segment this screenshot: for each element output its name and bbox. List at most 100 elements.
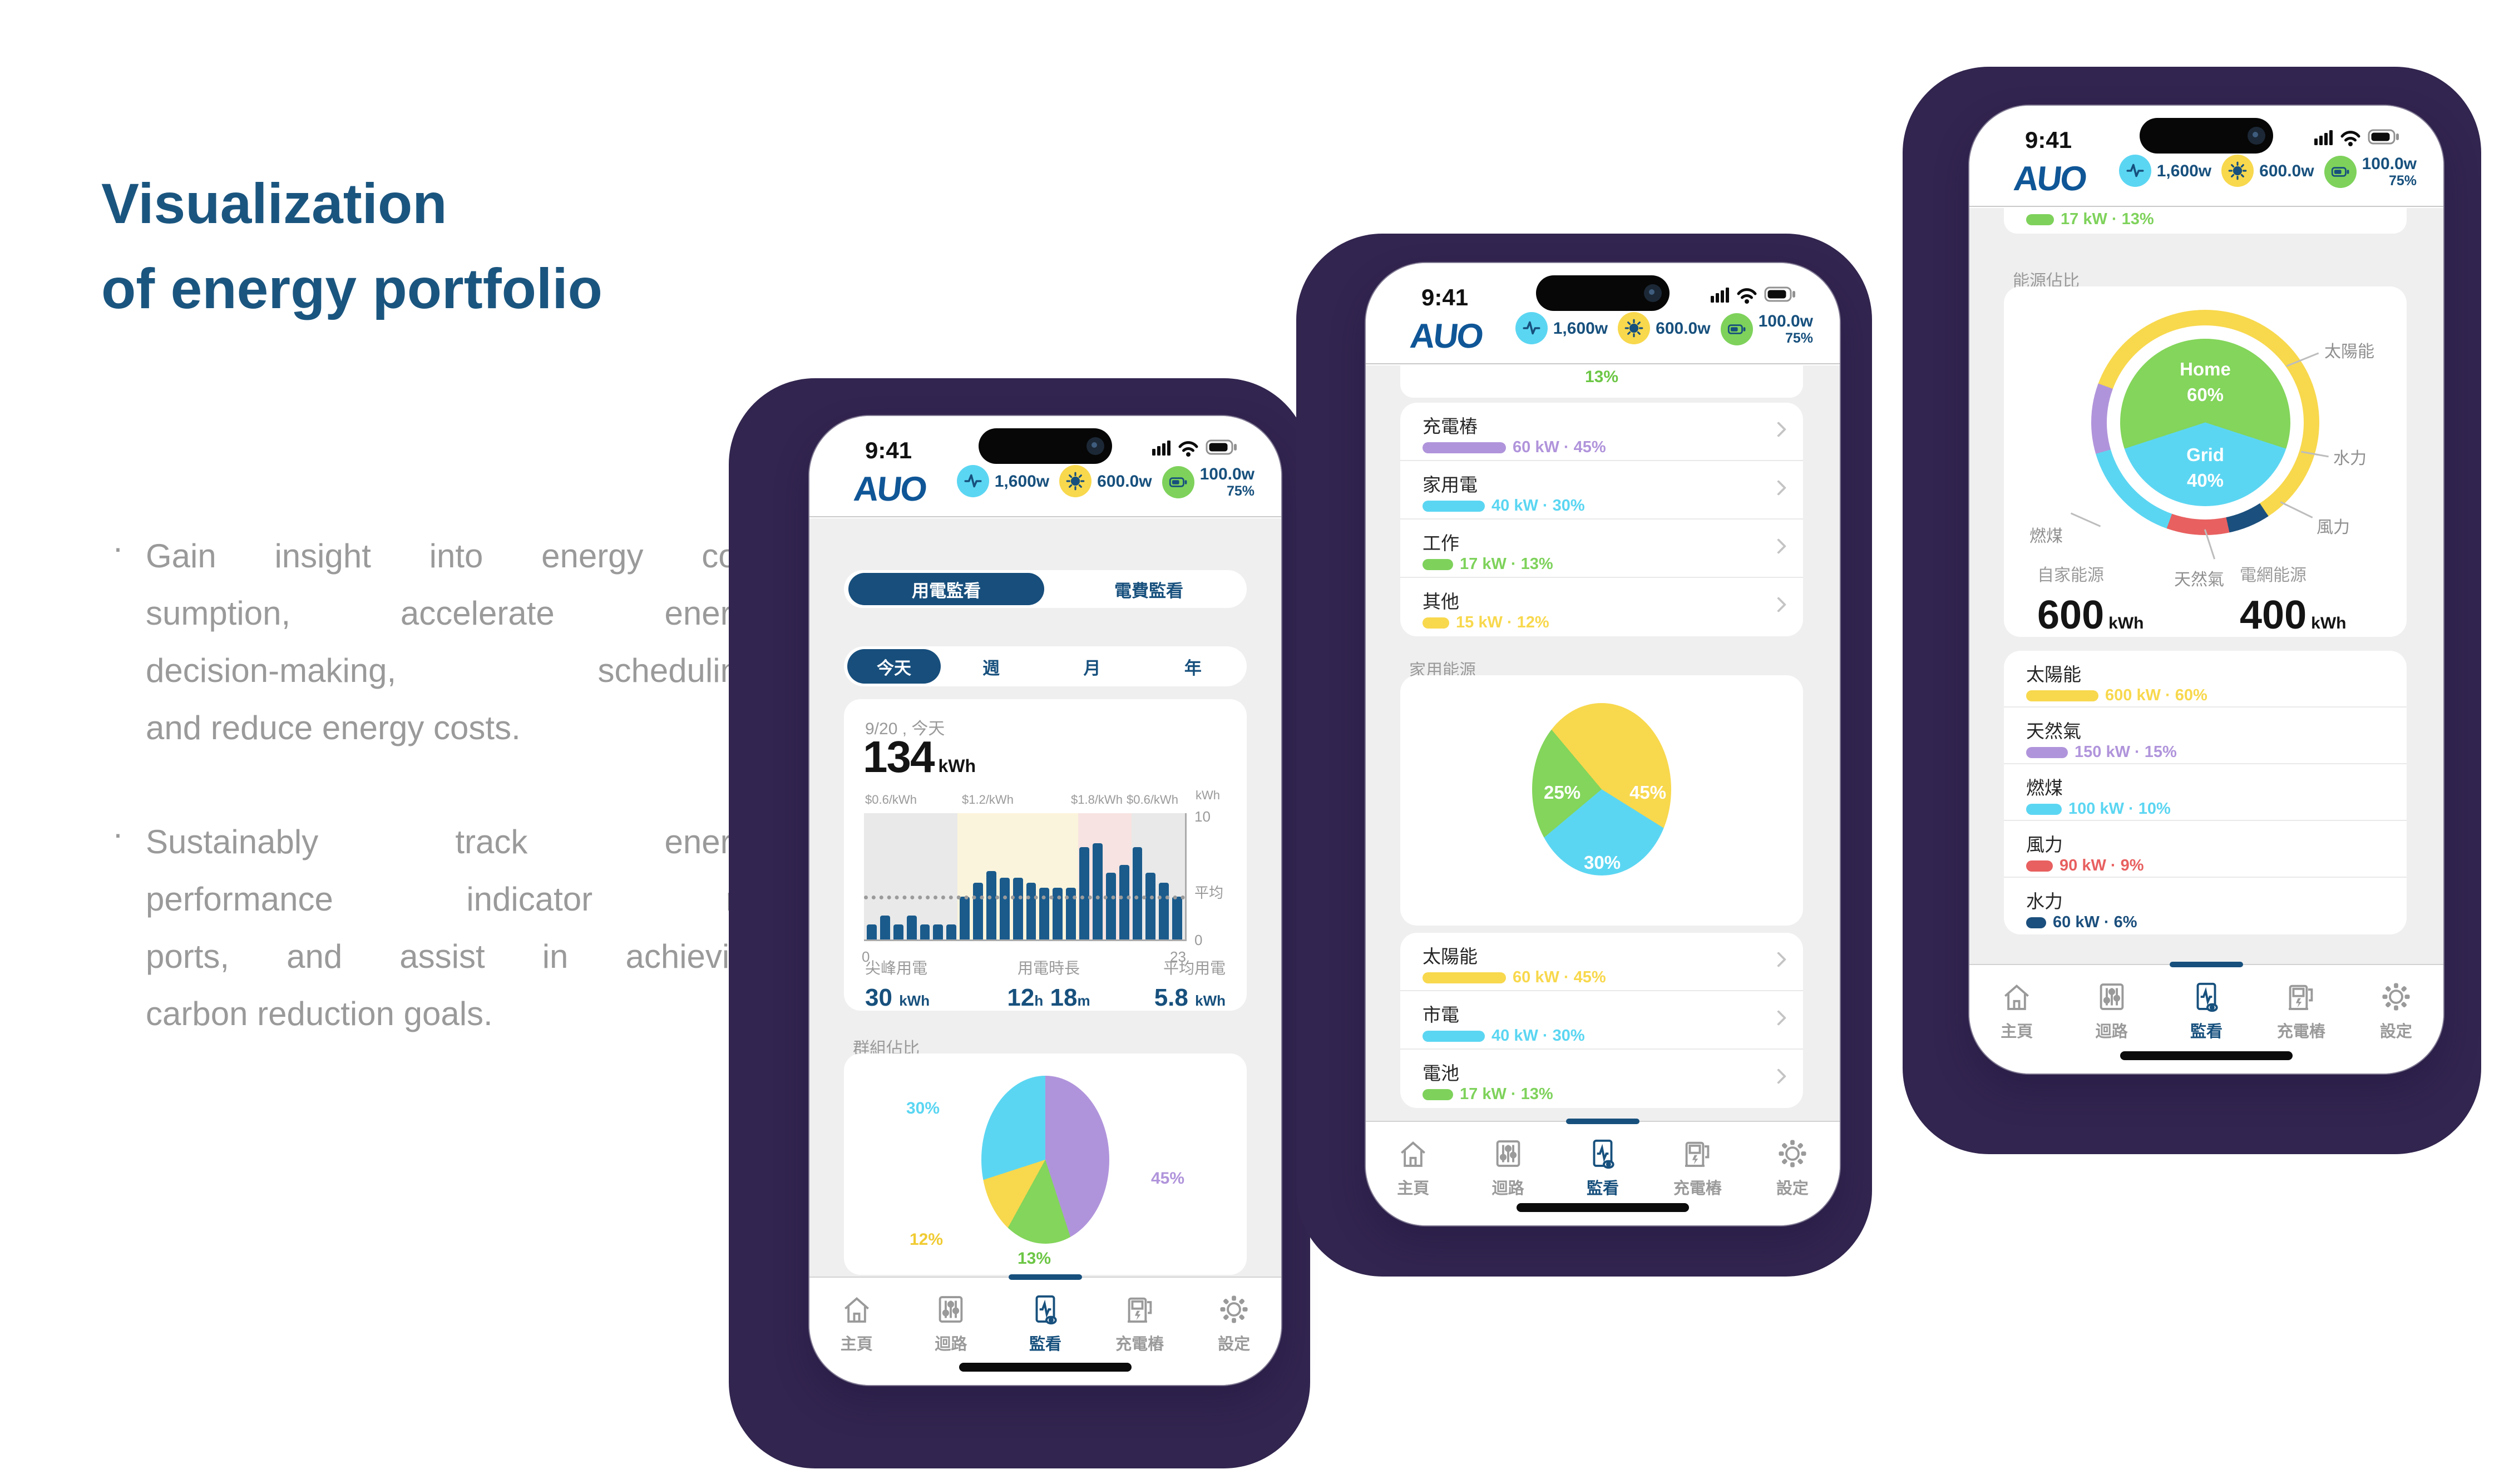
home-indicator[interactable] [1517,1203,1689,1212]
list-item-solar[interactable]: 太陽能 600 kW · 60% [2004,651,2407,708]
cutoff-row-card: 17 kW · 13% [2004,208,2407,234]
segment-cost-monitor[interactable]: 電費監看 [1114,581,1183,601]
battery-badge: 100.0w 75% [2324,155,2417,189]
notch [2140,118,2273,154]
grid-slice-label: Grid [2186,444,2224,465]
x-tick-first: 0 [862,948,870,965]
hour-bar [1079,847,1089,939]
progress-bar [1423,617,1449,629]
hour-bar [1132,847,1143,939]
auo-logo: AUO [2012,160,2088,198]
chevron-right-icon [1770,538,1787,555]
nav-charger[interactable]: 充電樁 [1650,1136,1745,1199]
progress-bar [2026,690,2098,701]
average-label: 平均 [1194,884,1224,901]
nav-settings[interactable]: 設定 [1745,1136,1840,1199]
nav-monitor[interactable]: 監看 [2159,980,2254,1042]
price-zone-label: $1.2/kWh [962,793,1014,807]
hour-bar [920,924,930,939]
pie-label-yellow: 45% [1629,782,1667,803]
segment-usage-monitor[interactable]: 用電監看 [848,573,1044,605]
battery-badge: 100.0w 75% [1162,465,1255,499]
phone-3: 9:41 AUO 1,600w 600.0w [1969,106,2443,1074]
home-indicator[interactable] [959,1363,1132,1372]
status-icons [1151,436,1246,458]
nav-home[interactable]: 主頁 [809,1292,904,1354]
list-item-work[interactable]: 工作 17 kW · 13% [1400,520,1803,578]
sliders-icon [1491,1136,1525,1171]
list-item-other[interactable]: 其他 15 kW · 12% [1400,578,1803,636]
list-item-charger[interactable]: 充電樁 60 kW · 45% [1400,403,1803,461]
circuit-list-card: 充電樁 60 kW · 45% 家用電 40 kW · 30% 工作 17 kW… [1400,403,1803,636]
power-badge: 1,600w [2118,155,2211,187]
usage-total: 134 kWh [863,732,976,781]
nav-charger[interactable]: 充電樁 [1093,1292,1187,1354]
hour-bar [1039,887,1050,939]
progress-bar [1423,1089,1453,1100]
hour-bar [1172,896,1182,939]
list-item-grid[interactable]: 市電 40 kW · 30% [1400,991,1803,1050]
progress-bar [1423,972,1506,983]
home-indicator[interactable] [2120,1051,2293,1060]
monitor-eye-icon [1586,1136,1620,1171]
auo-logo: AUO [1408,317,1484,355]
tab-week[interactable]: 週 [982,658,1000,678]
list-item-battery[interactable]: 電池 17 kW · 13% [1400,1050,1803,1108]
chevron-right-icon [1770,479,1787,496]
home-energy-pie-card: 25% 45% 30% [1400,675,1803,926]
progress-bar [1423,1030,1485,1042]
nav-charger[interactable]: 充電樁 [2254,980,2348,1042]
hour-bar [1013,877,1023,939]
home-slice-label: Home [2180,359,2231,379]
bottom-nav: 主頁 迴路 監看 充電樁 設定 [1366,1119,1840,1225]
status-icons [2313,126,2408,148]
nav-settings[interactable]: 設定 [2349,980,2443,1042]
bullet-dot: · [112,529,124,566]
progress-bar [2026,860,2053,872]
ev-charger-icon [1680,1136,1715,1171]
phone-case-1: 9:41 AUO 1,600w 600.0w [729,378,1310,1468]
list-item-coal[interactable]: 燃煤 100 kW · 10% [2004,764,2407,821]
energy-share-donut-card: Home 60% Grid 40% 太陽能 水力 風力 天然氣 燃煤 [2004,286,2407,637]
list-item-wind[interactable]: 風力 90 kW · 9% [2004,821,2407,878]
camera-icon [1644,284,1662,302]
hour-bar [1066,887,1076,939]
sun-icon [2221,155,2254,187]
tab-month[interactable]: 月 [1083,658,1101,678]
nav-settings[interactable]: 設定 [1187,1292,1281,1354]
nav-circuits[interactable]: 迴路 [1460,1136,1555,1199]
hour-bar [1159,882,1169,939]
list-item-hydro[interactable]: 水力 60 kW · 6% [2026,891,2137,931]
status-time: 9:41 [1421,284,1469,310]
sliders-icon [2095,980,2129,1014]
status-bar: 9:41 [1969,106,2443,167]
progress-bar [2026,214,2054,225]
list-item-home-power[interactable]: 家用電 40 kW · 30% [1400,461,1803,520]
bars [864,813,1185,939]
pie-label-cyan: 30% [1584,852,1621,873]
monitor-eye-icon [1028,1292,1063,1327]
nav-monitor[interactable]: 監看 [1555,1136,1650,1199]
screen-content: 17 kW · 13% 能源佔比 Home 60% Grid 40% [1969,208,2443,964]
solar-badge: 600.0w [2221,155,2314,187]
nav-circuits[interactable]: 迴路 [904,1292,999,1354]
nav-home[interactable]: 主頁 [1366,1136,1460,1199]
nav-circuits[interactable]: 迴路 [2064,980,2159,1042]
pie-label-green: 25% [1544,782,1581,803]
tab-year[interactable]: 年 [1184,658,1202,678]
energy-source-list-card: 太陽能 60 kW · 45% 市電 40 kW · 30% 電池 17 kW … [1400,933,1803,1108]
power-badge: 1,600w [956,465,1049,497]
hour-bar [893,924,903,939]
nav-monitor[interactable]: 監看 [998,1292,1093,1354]
list-item-gas[interactable]: 天然氣 150 kW · 15% [2004,708,2407,764]
pie-label-cyan: 30% [906,1099,940,1117]
camera-icon [2248,127,2265,145]
list-item-solar[interactable]: 太陽能 60 kW · 45% [1400,933,1803,991]
tab-today[interactable]: 今天 [847,649,941,684]
pie-label-green: 13% [1018,1249,1051,1268]
nav-home[interactable]: 主頁 [1969,980,2064,1042]
own-energy-total: 自家能源 600 kWh [2037,566,2144,637]
hour-bar [933,924,944,939]
hour-bar [1026,882,1036,939]
usage-date: 9/20 , 今天 [865,720,945,738]
